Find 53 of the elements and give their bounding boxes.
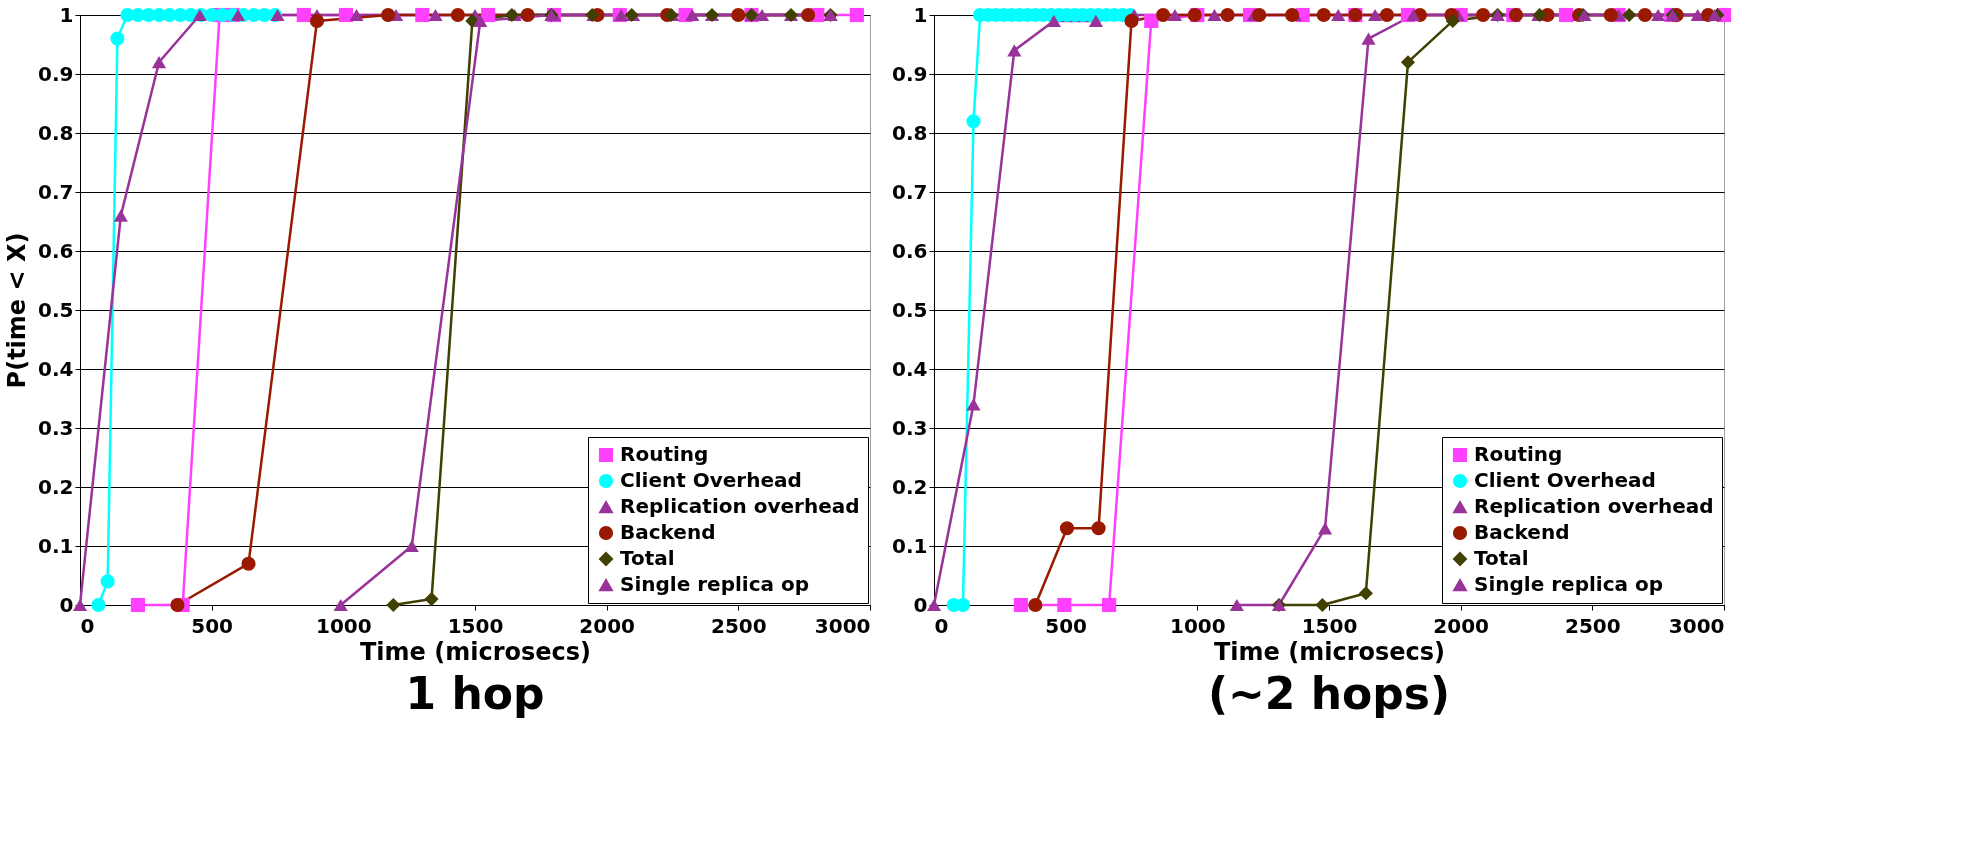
- x-axis-title: Time (microsecs): [359, 637, 592, 666]
- y-tick-label: 0.4: [38, 356, 74, 381]
- y-tick-label: 0.9: [892, 61, 928, 86]
- x-tick-label: 2500: [711, 613, 767, 638]
- legend-label: Replication overhead: [1474, 494, 1714, 518]
- x-tick-label: 2000: [579, 613, 635, 638]
- y-tick-label: 0.6: [38, 238, 74, 263]
- legend-label: Backend: [1474, 520, 1570, 544]
- y-tick-label: 0: [913, 592, 928, 617]
- x-tick-label: 1500: [1301, 613, 1358, 638]
- x-tick-label: 500: [1045, 613, 1088, 638]
- x-tick-label: 3000: [1668, 613, 1725, 638]
- x-tick-label: 2500: [1565, 613, 1621, 638]
- x-tick-label: 2000: [1433, 613, 1489, 638]
- y-tick-label: 0.7: [892, 179, 928, 204]
- y-tick-label: 0.9: [38, 61, 74, 86]
- y-tick-label: 0.1: [892, 533, 928, 558]
- x-tick-label: 1500: [447, 613, 504, 638]
- legend-label: Backend: [620, 520, 716, 544]
- legend-label: Single replica op: [1474, 572, 1664, 596]
- x-tick-label: 1000: [1170, 613, 1226, 638]
- y-tick-label: 0.2: [38, 474, 74, 499]
- text: (~2 hops): [1207, 668, 1451, 719]
- y-tick-label: 1: [59, 2, 74, 27]
- y-tick-label: 0.5: [38, 297, 74, 322]
- x-tick-label: 3000: [814, 613, 871, 638]
- legend-label: Total: [1474, 546, 1529, 570]
- y-tick-label: 0.5: [892, 297, 928, 322]
- legend-label: Routing: [620, 442, 709, 466]
- y-tick-label: 1: [913, 2, 928, 27]
- x-tick-label: 0: [934, 613, 949, 638]
- text: 1 hop: [405, 668, 545, 719]
- legend-label: Client Overhead: [1474, 468, 1656, 492]
- x-tick-label: 1000: [316, 613, 372, 638]
- legend-label: Replication overhead: [620, 494, 860, 518]
- y-tick-label: 0.7: [38, 179, 74, 204]
- x-axis-title: Time (microsecs): [1213, 637, 1446, 666]
- x-tick-label: 500: [191, 613, 234, 638]
- y-tick-label: 0.8: [38, 120, 74, 145]
- legend-label: Routing: [1474, 442, 1563, 466]
- y-axis-title: P(time < X): [3, 232, 32, 389]
- legend-label: Client Overhead: [620, 468, 802, 492]
- x-tick-label: 0: [80, 613, 95, 638]
- y-tick-label: 0.2: [892, 474, 928, 499]
- y-tick-label: 0.6: [892, 238, 928, 263]
- legend-label: Single replica op: [620, 572, 810, 596]
- y-tick-label: 0.4: [892, 356, 928, 381]
- legend-label: Total: [620, 546, 675, 570]
- y-tick-label: 0.3: [38, 415, 74, 440]
- y-tick-label: 0.3: [892, 415, 928, 440]
- y-tick-label: 0.1: [38, 533, 74, 558]
- y-tick-label: 0: [59, 592, 74, 617]
- y-tick-label: 0.8: [892, 120, 928, 145]
